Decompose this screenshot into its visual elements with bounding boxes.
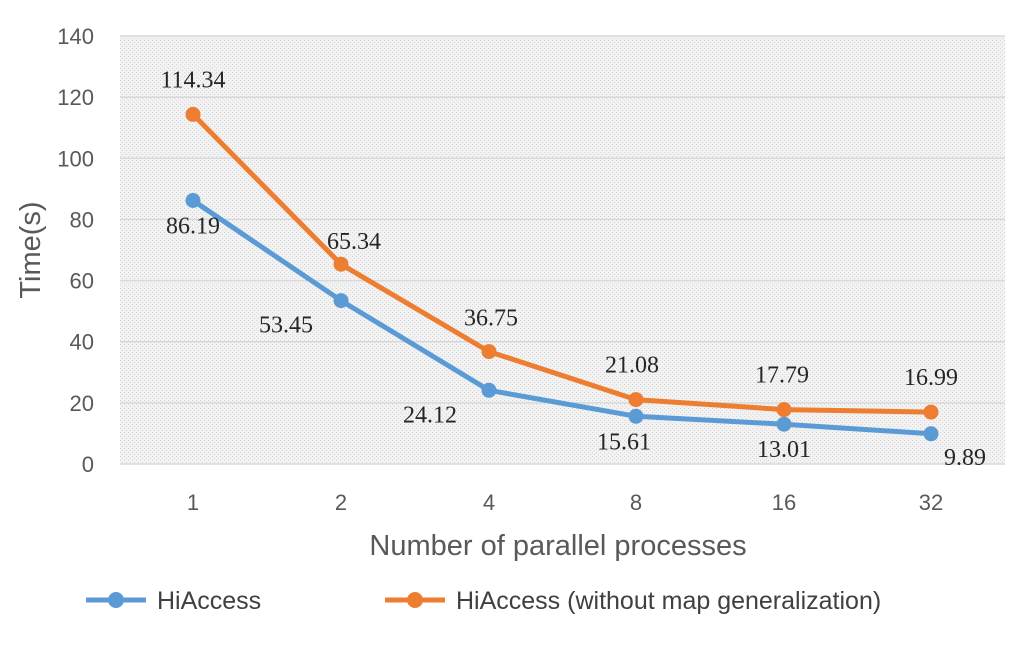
legend: HiAccess HiAccess (without map generaliza… bbox=[86, 587, 881, 615]
legend-marker-0 bbox=[108, 592, 124, 608]
data-label-series-0-4: 13.01 bbox=[757, 437, 811, 463]
y-tick-label: 120 bbox=[57, 85, 94, 110]
legend-item-1: HiAccess (without map generalization) bbox=[385, 587, 881, 615]
series-line-1 bbox=[190, 111, 934, 415]
series-0-point-4 bbox=[776, 416, 792, 432]
series-0-point-5 bbox=[923, 426, 939, 442]
series-0-point-0 bbox=[185, 193, 201, 208]
data-label-series-0-5: 9.89 bbox=[944, 445, 986, 471]
x-axis-title: Number of parallel processes bbox=[369, 530, 746, 562]
legend-marker-1 bbox=[407, 592, 423, 608]
series-0-point-2 bbox=[481, 382, 497, 398]
legend-label-0: HiAccess bbox=[157, 587, 261, 615]
series-1-point-2 bbox=[481, 344, 497, 360]
legend-label-1: HiAccess (without map generalization) bbox=[456, 587, 881, 615]
x-axis-ticks: 1 2 4 8 16 32 bbox=[187, 490, 943, 515]
x-tick-label: 16 bbox=[772, 490, 796, 515]
data-label-series-1-0: 114.34 bbox=[160, 67, 225, 93]
data-labels: 86.19 53.45 24.12 15.61 13.01 9.89 114.34 65.34… bbox=[160, 67, 986, 470]
y-tick-label: 140 bbox=[57, 24, 94, 49]
data-label-series-0-0: 86.19 bbox=[166, 214, 220, 240]
series-1-point-4 bbox=[776, 402, 792, 418]
series-1-point-5 bbox=[923, 404, 939, 420]
y-tick-label: 60 bbox=[70, 269, 94, 294]
y-axis-title: Time(s) bbox=[15, 201, 47, 298]
y-tick-label: 80 bbox=[70, 207, 94, 232]
y-axis-ticks: 0 20 40 60 80 100 120 140 bbox=[57, 24, 94, 477]
data-label-series-0-1: 53.45 bbox=[259, 313, 313, 339]
series-0-point-1 bbox=[333, 293, 349, 309]
x-tick-label: 8 bbox=[630, 490, 642, 515]
data-label-series-1-4: 17.79 bbox=[755, 363, 809, 389]
y-tick-label: 0 bbox=[82, 452, 94, 477]
series-line-0 bbox=[190, 198, 934, 437]
series-1-point-3 bbox=[628, 392, 644, 408]
data-label-series-0-3: 15.61 bbox=[597, 429, 651, 455]
plot-area-background bbox=[120, 36, 1005, 464]
series-1-point-1 bbox=[333, 256, 349, 272]
data-label-series-0-2: 24.12 bbox=[403, 402, 457, 428]
y-tick-label: 20 bbox=[70, 391, 94, 416]
y-tick-label: 40 bbox=[70, 330, 94, 355]
data-label-series-1-3: 21.08 bbox=[605, 353, 659, 379]
series-0-point-3 bbox=[628, 408, 644, 424]
data-label-series-1-2: 36.75 bbox=[464, 306, 518, 332]
x-tick-label: 4 bbox=[483, 490, 495, 515]
x-tick-label: 32 bbox=[919, 490, 943, 515]
x-tick-label: 2 bbox=[335, 490, 347, 515]
series-1-point-0 bbox=[185, 106, 201, 122]
x-tick-label: 1 bbox=[187, 490, 199, 515]
gridlines bbox=[120, 35, 1005, 465]
series-lines bbox=[185, 106, 939, 442]
data-label-series-1-1: 65.34 bbox=[327, 229, 381, 255]
data-label-series-1-5: 16.99 bbox=[904, 365, 958, 391]
y-tick-label: 100 bbox=[57, 146, 94, 171]
legend-item-0: HiAccess bbox=[86, 587, 261, 615]
